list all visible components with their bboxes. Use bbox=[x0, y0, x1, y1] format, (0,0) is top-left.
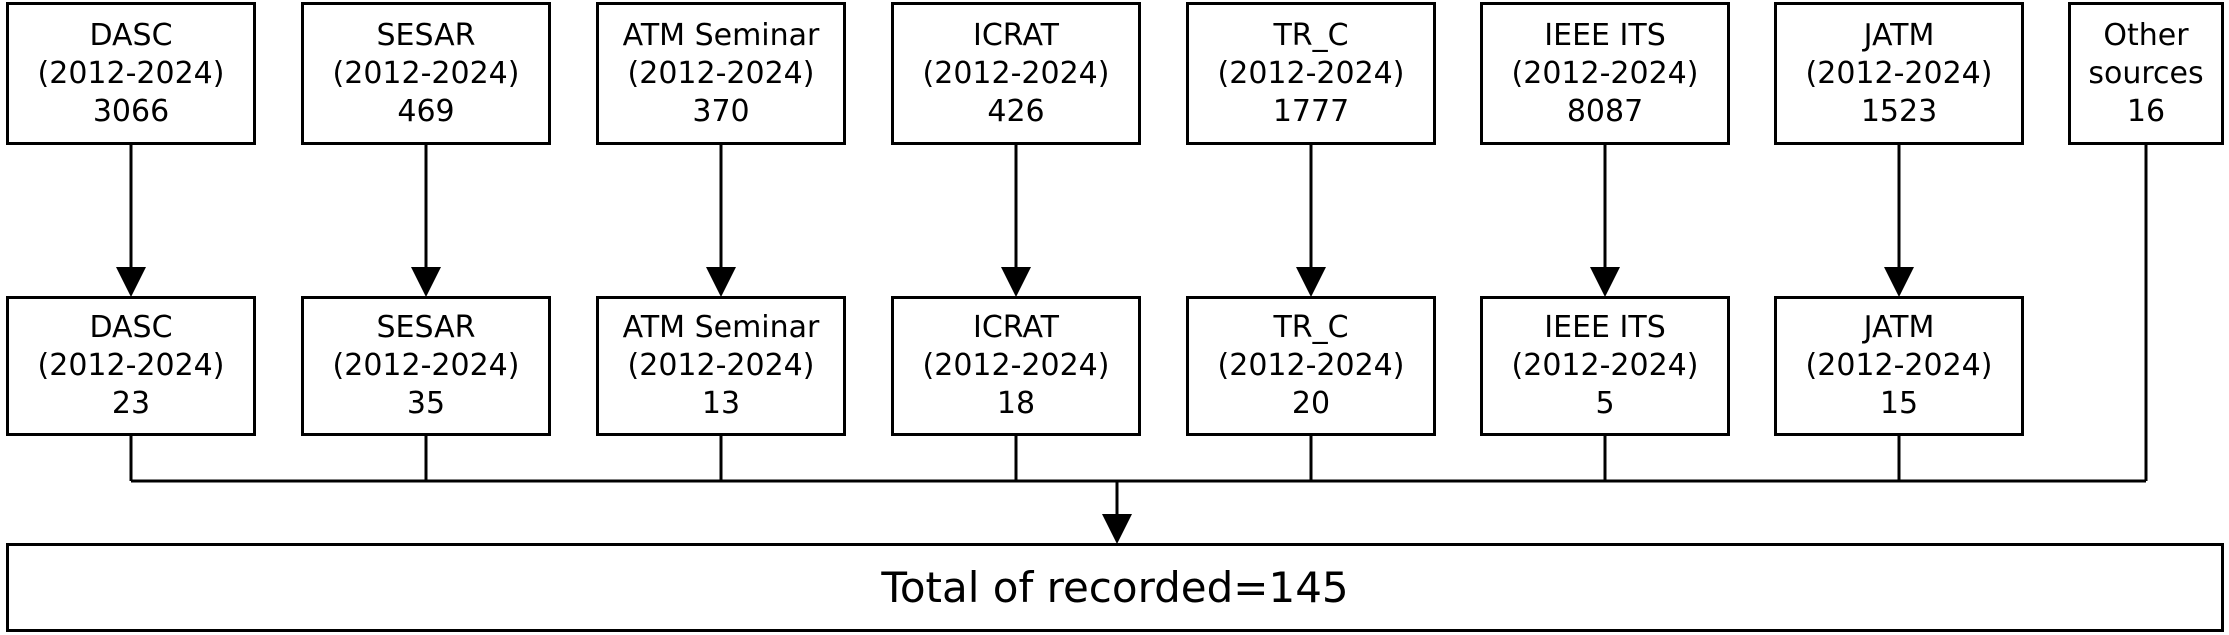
source-count: 426 bbox=[987, 93, 1045, 129]
selected-count: 23 bbox=[111, 386, 151, 421]
selected-years: (2012-2024) bbox=[332, 348, 520, 383]
selected-years: (2012-2024) bbox=[627, 348, 815, 383]
selected-years: (2012-2024) bbox=[37, 348, 225, 383]
source-count: 3066 bbox=[92, 93, 170, 129]
selected-box-ieee-its: IEEE ITS (2012-2024) 5 bbox=[1480, 296, 1730, 436]
source-years: (2012-2024) bbox=[922, 55, 1110, 91]
source-name: ICRAT bbox=[973, 17, 1059, 53]
selected-count: 35 bbox=[406, 386, 446, 421]
source-box-ieee-its: IEEE ITS (2012-2024) 8087 bbox=[1480, 2, 1730, 145]
source-box-atm-seminar: ATM Seminar (2012-2024) 370 bbox=[596, 2, 846, 145]
other-sources-line2: sources bbox=[2088, 55, 2204, 91]
source-count: 1523 bbox=[1860, 93, 1938, 129]
source-name: SESAR bbox=[376, 17, 476, 53]
source-years: (2012-2024) bbox=[37, 55, 225, 91]
source-name: ATM Seminar bbox=[622, 17, 820, 53]
source-name: JATM bbox=[1863, 17, 1935, 53]
selected-years: (2012-2024) bbox=[1805, 348, 1993, 383]
source-box-other-sources: Other sources 16 bbox=[2068, 2, 2224, 145]
selected-box-atm-seminar: ATM Seminar (2012-2024) 13 bbox=[596, 296, 846, 436]
selected-box-dasc: DASC (2012-2024) 23 bbox=[6, 296, 256, 436]
total-label: Total of recorded=145 bbox=[881, 562, 1349, 612]
selected-name: ICRAT bbox=[973, 310, 1059, 345]
source-name: IEEE ITS bbox=[1544, 17, 1666, 53]
source-years: (2012-2024) bbox=[1805, 55, 1993, 91]
source-box-icrat: ICRAT (2012-2024) 426 bbox=[891, 2, 1141, 145]
selected-box-sesar: SESAR (2012-2024) 35 bbox=[301, 296, 551, 436]
selected-box-icrat: ICRAT (2012-2024) 18 bbox=[891, 296, 1141, 436]
selected-count: 13 bbox=[701, 386, 741, 421]
selected-count: 18 bbox=[996, 386, 1036, 421]
source-count: 469 bbox=[397, 93, 455, 129]
selected-name: TR_C bbox=[1273, 310, 1349, 345]
source-years: (2012-2024) bbox=[1217, 55, 1405, 91]
selected-name: ATM Seminar bbox=[622, 310, 820, 345]
selected-years: (2012-2024) bbox=[1217, 348, 1405, 383]
selected-count: 20 bbox=[1291, 386, 1331, 421]
source-years: (2012-2024) bbox=[332, 55, 520, 91]
other-sources-line1: Other bbox=[2103, 17, 2189, 53]
selected-name: SESAR bbox=[376, 310, 476, 345]
source-box-dasc: DASC (2012-2024) 3066 bbox=[6, 2, 256, 145]
source-box-sesar: SESAR (2012-2024) 469 bbox=[301, 2, 551, 145]
selected-box-tr-c: TR_C (2012-2024) 20 bbox=[1186, 296, 1436, 436]
source-name: TR_C bbox=[1273, 17, 1349, 53]
other-sources-count: 16 bbox=[2126, 93, 2166, 129]
selected-count: 15 bbox=[1879, 386, 1919, 421]
source-count: 8087 bbox=[1566, 93, 1644, 129]
total-box: Total of recorded=145 bbox=[6, 543, 2224, 632]
selected-years: (2012-2024) bbox=[1511, 348, 1699, 383]
source-years: (2012-2024) bbox=[1511, 55, 1699, 91]
selected-name: DASC bbox=[89, 310, 173, 345]
selected-name: IEEE ITS bbox=[1544, 310, 1666, 345]
selected-name: JATM bbox=[1863, 310, 1935, 345]
selected-years: (2012-2024) bbox=[922, 348, 1110, 383]
selected-box-jatm: JATM (2012-2024) 15 bbox=[1774, 296, 2024, 436]
source-years: (2012-2024) bbox=[627, 55, 815, 91]
source-box-jatm: JATM (2012-2024) 1523 bbox=[1774, 2, 2024, 145]
source-count: 370 bbox=[692, 93, 750, 129]
source-name: DASC bbox=[89, 17, 173, 53]
selected-count: 5 bbox=[1595, 386, 1615, 421]
source-count: 1777 bbox=[1272, 93, 1350, 129]
source-box-tr-c: TR_C (2012-2024) 1777 bbox=[1186, 2, 1436, 145]
